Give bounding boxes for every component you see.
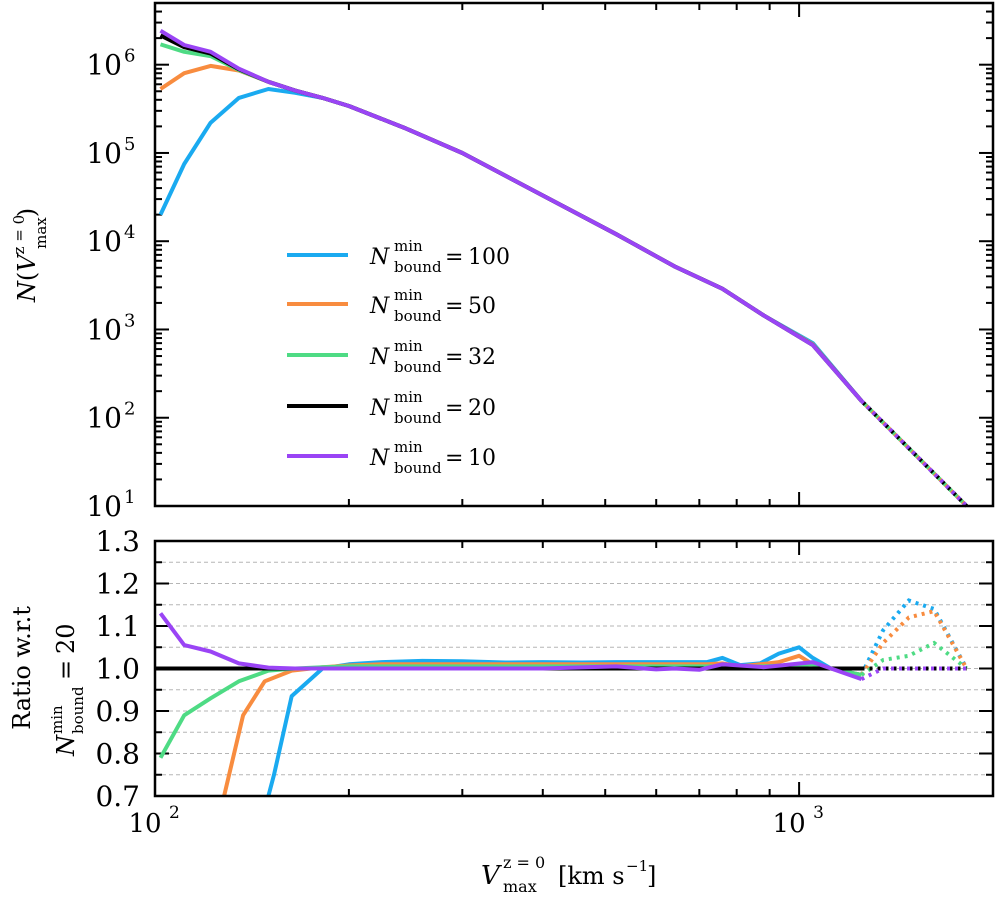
svg-text:=: =: [445, 245, 463, 270]
y-tick-label-exponent: 5: [124, 134, 135, 155]
bottom-y-tick-label: 1.3: [95, 525, 140, 558]
y-tick-label: 10 3: [86, 310, 135, 346]
bottom-y-axis-label-line2: N min bound = 20: [48, 623, 87, 757]
y-tick-label-exponent: 2: [124, 399, 135, 420]
svg-text:bound: bound: [394, 409, 442, 427]
top-series-dotted-10: [860, 399, 969, 508]
x-tick-label-exponent: 2: [169, 803, 180, 823]
legend-entry-32: N min bound = 32: [287, 337, 496, 376]
svg-text:N: N: [369, 245, 390, 270]
legend-value-100: 100: [468, 245, 510, 270]
top-series-line-10: [159, 28, 864, 403]
y-tick-label: 10 6: [86, 46, 135, 82]
legend-value-20: 20: [468, 396, 496, 421]
y-tick-label-base: 10: [86, 225, 122, 258]
svg-text:bound: bound: [69, 686, 87, 734]
bottom-y-tick-label: 0.9: [95, 695, 140, 728]
bottom-series-dotted-1: [859, 608, 969, 677]
y-tick-label-base: 10: [86, 402, 122, 435]
bottom-y-axis-label-line1: Ratio w.r.t: [8, 606, 36, 730]
bottom-y-tick-label: 1.0: [95, 653, 140, 686]
top-panel-frame: [153, 1, 995, 508]
svg-text:min: min: [394, 388, 423, 406]
svg-text:]: ]: [647, 862, 656, 890]
svg-text:=: =: [445, 446, 463, 471]
ylabel-v: V: [13, 252, 41, 272]
y-tick-label-base: 10: [86, 313, 122, 346]
bottom-panel-ticks: 10 2 10 3 0.7 0.8 0.9 1.0 1.1 1.2 1.3: [95, 525, 994, 839]
svg-text:bound: bound: [394, 358, 442, 376]
ylabel-superscript: z = 0: [10, 215, 28, 255]
legend-entry-10: N min bound = 10: [287, 438, 496, 477]
svg-text:=: =: [445, 345, 463, 370]
top-y-axis-label: N(Vz = 0 max): [10, 208, 50, 303]
legend-entry-100: N min bound = 100: [287, 237, 510, 276]
y-tick-label-base: 10: [86, 49, 122, 82]
x-tick-label-exponent: 3: [813, 803, 824, 823]
legend-entry-20: N min bound = 20: [287, 388, 496, 427]
bottom-panel: 10 2 10 30.70.80.91.01.11.21.3 Ratio w.r.t …: [8, 525, 995, 896]
svg-text:−1: −1: [626, 857, 648, 875]
ylabel-paren-open: (: [13, 272, 41, 281]
bottom-y-tick-label: 0.7: [95, 780, 140, 813]
bottom-panel-lines: [155, 598, 969, 797]
legend-entry-50: N min bound = 50: [287, 286, 496, 325]
x-tick-label-base: 10: [128, 809, 161, 839]
legend-value-50: 50: [468, 294, 496, 319]
bottom-series-line-4: [158, 612, 863, 681]
y-tick-label: 10 2: [86, 399, 135, 435]
top-panel-lines: [158, 28, 969, 508]
y-tick-label-exponent: 6: [124, 46, 135, 67]
svg-text:N: N: [52, 734, 80, 757]
svg-text:N: N: [369, 294, 390, 319]
ylabel-n: N: [13, 280, 41, 303]
ylabel-paren-close: ): [13, 208, 41, 217]
legend-value-10: 10: [468, 446, 496, 471]
svg-text:min: min: [394, 337, 423, 355]
bottom-y-axis-label-value: 20: [52, 623, 80, 654]
y-tick-label-exponent: 3: [124, 310, 135, 331]
bottom-panel-frame: [153, 539, 995, 798]
svg-text:=: =: [445, 294, 463, 319]
ylabel-subscript: max: [32, 217, 50, 249]
bottom-y-tick-label: 1.1: [95, 610, 140, 643]
bottom-series-dotted-2: [860, 640, 968, 677]
svg-text:min: min: [394, 438, 423, 456]
x-tick-label-base: 10: [773, 809, 806, 839]
svg-text:min: min: [48, 705, 66, 734]
svg-text:bound: bound: [394, 258, 442, 276]
x-tick-label: 10 3: [773, 803, 824, 839]
svg-text:N: N: [369, 345, 390, 370]
y-tick-label: 10 1: [86, 487, 135, 523]
legend-value-32: 32: [468, 345, 496, 370]
svg-text:N: N: [369, 396, 390, 421]
x-tick-label: 10 2: [128, 803, 179, 839]
svg-text:min: min: [394, 286, 423, 304]
svg-text:[km s: [km s: [558, 862, 625, 890]
y-tick-label-base: 10: [86, 490, 122, 523]
svg-text:min: min: [394, 237, 423, 255]
y-tick-label-exponent: 4: [124, 222, 135, 243]
legend: N min bound = 100 N min bound = 50 N min…: [287, 237, 510, 477]
svg-text:=: =: [52, 660, 80, 680]
svg-text:=: =: [445, 396, 463, 421]
bottom-y-tick-label: 0.8: [95, 738, 140, 771]
y-tick-label-base: 10: [86, 137, 122, 170]
bottom-y-tick-label: 1.2: [95, 568, 140, 601]
svg-text:V: V: [481, 861, 502, 891]
y-tick-label-exponent: 1: [124, 487, 135, 508]
x-axis-label: V z = 0 max [km s −1 ]: [481, 853, 656, 896]
y-tick-label: 10 4: [86, 222, 135, 258]
bottom-series-dotted-4: [860, 666, 967, 681]
svg-text:bound: bound: [394, 307, 442, 325]
svg-text:N: N: [369, 446, 390, 471]
svg-text:bound: bound: [394, 459, 442, 477]
svg-text:z = 0: z = 0: [503, 853, 545, 872]
svg-text:max: max: [503, 877, 537, 896]
y-tick-label: 10 5: [86, 134, 135, 170]
